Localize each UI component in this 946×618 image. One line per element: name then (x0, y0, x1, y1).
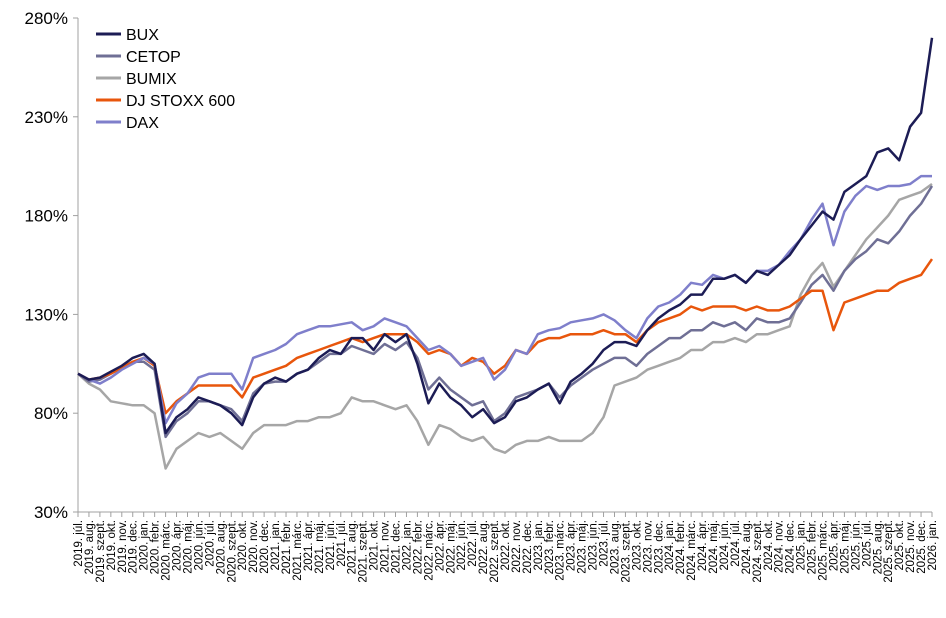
legend-label: DJ STOXX 600 (126, 93, 235, 110)
x-tick-label: 2021. aug. (347, 520, 359, 574)
y-tick-label: 280% (25, 9, 68, 28)
x-tick-label: 2022. jan. (401, 520, 413, 571)
x-tick-label: 2021. okt. (369, 520, 381, 571)
x-tick-label: 2020. nov. (248, 520, 260, 573)
x-tick-label: 2020. szept. (226, 520, 238, 583)
x-tick-label: 2024. ápr. (697, 520, 709, 571)
x-tick-label: 2025. júl. (861, 520, 873, 567)
x-tick-label: 2022. máj. (445, 520, 457, 574)
y-tick-label: 230% (25, 108, 68, 127)
x-tick-label: 2023. febr. (544, 520, 556, 574)
x-tick-label: 2024. febr. (675, 520, 687, 574)
x-tick-label: 2020. máj. (182, 520, 194, 574)
x-tick-label: 2023. dec. (653, 520, 665, 574)
series-line-bumix (77, 182, 933, 470)
x-tick-label: 2023. nov. (642, 520, 654, 573)
x-tick-label: 2025. szept. (883, 520, 895, 583)
x-tick-label: 2020. dec. (259, 520, 271, 574)
x-tick-label: 2025. ápr. (828, 520, 840, 571)
x-tick-label: 2019. júl. (73, 520, 85, 567)
x-tick-label: 2020. jún. (193, 520, 205, 571)
x-tick-label: 2021. szept. (358, 520, 370, 583)
x-tick-label: 2022. jún. (456, 520, 468, 571)
x-tick-label: 2024. jún. (719, 520, 731, 571)
y-tick-label: 80% (34, 404, 68, 423)
x-tick-label: 2024. máj. (708, 520, 720, 574)
x-tick-label: 2023. márc. (555, 520, 567, 581)
x-tick-label: 2022. aug. (478, 520, 490, 574)
x-tick-label: 2021. dec. (391, 520, 403, 574)
x-tick-label: 2025. aug. (872, 520, 884, 574)
x-tick-label: 2021. márc. (292, 520, 304, 581)
x-tick-label: 2022. febr. (412, 520, 424, 574)
x-tick-label: 2024. szept. (752, 520, 764, 583)
x-tick-label: 2025. okt. (894, 520, 906, 571)
x-tick-label: 2022. dec. (522, 520, 534, 574)
x-tick-label: 2020. okt. (237, 520, 249, 571)
x-tick-label: 2024. nov. (774, 520, 786, 573)
x-tick-label: 2022. ápr. (434, 520, 446, 571)
x-tick-label: 2019. okt. (106, 520, 118, 571)
x-tick-label: 2025. jún. (850, 520, 862, 571)
x-tick-label: 2023. okt. (631, 520, 643, 571)
x-tick-label: 2023. jún. (588, 520, 600, 571)
x-tick-label: 2021. nov. (380, 520, 392, 573)
x-tick-label: 2021. jún. (325, 520, 337, 571)
x-tick-label: 2022. júl. (467, 520, 479, 567)
x-tick-label: 2019. aug. (84, 520, 96, 574)
x-tick-label: 2023. aug. (609, 520, 621, 574)
legend-label: CETOP (126, 49, 181, 66)
x-tick-label: 2026. jan. (927, 520, 939, 571)
x-tick-label: 2020. ápr. (172, 520, 184, 571)
x-tick-label: 2021. ápr. (303, 520, 315, 571)
x-tick-label: 2021. júl. (336, 520, 348, 567)
x-tick-label: 2024. márc. (686, 520, 698, 581)
series-line-bux (77, 37, 934, 435)
x-tick-label: 2020. márc. (161, 520, 173, 581)
legend-label: BUMIX (126, 71, 177, 88)
x-tick-label: 2023. júl. (599, 520, 611, 567)
x-tick-label: 2024. aug. (741, 520, 753, 574)
x-tick-label: 2025. nov. (905, 520, 917, 573)
x-tick-label: 2019. dec. (128, 520, 140, 574)
x-tick-label: 2023. jan. (533, 520, 545, 571)
x-tick-label: 2020. júl. (204, 520, 216, 567)
x-tick-label: 2024. jan. (664, 520, 676, 571)
x-tick-label: 2022. nov. (511, 520, 523, 573)
legend-label: BUX (126, 27, 159, 44)
x-tick-label: 2023. szept. (620, 520, 632, 583)
x-tick-label: 2021. máj. (314, 520, 326, 574)
legend-label: DAX (126, 115, 159, 132)
x-tick-label: 2024. okt. (763, 520, 775, 571)
x-tick-label: 2019. szept. (95, 520, 107, 583)
x-tick-label: 2020. jan. (139, 520, 151, 571)
x-tick-label: 2020. aug. (215, 520, 227, 574)
x-tick-label: 2019. nov. (117, 520, 129, 573)
x-tick-label: 2025. dec. (916, 520, 928, 574)
x-tick-label: 2023. ápr. (566, 520, 578, 571)
series-line-dax (77, 174, 932, 425)
y-tick-label: 30% (34, 503, 68, 522)
y-tick-label: 130% (25, 305, 68, 324)
x-tick-label: 2024. dec. (785, 520, 797, 574)
x-tick-label: 2024. júl. (730, 520, 742, 567)
x-tick-label: 2023. máj. (577, 520, 589, 574)
x-tick-label: 2022. okt. (500, 520, 512, 571)
x-tick-label: 2025. máj. (839, 520, 851, 574)
x-tick-label: 2025. márc. (818, 520, 830, 581)
x-tick-label: 2025. jan. (796, 520, 808, 571)
x-tick-label: 2021. febr. (281, 520, 293, 574)
x-tick-label: 2021. jan. (270, 520, 282, 571)
y-tick-label: 180% (25, 207, 68, 226)
x-tick-label: 2020. febr. (150, 520, 162, 574)
x-tick-label: 2022. márc. (423, 520, 435, 581)
x-tick-label: 2022. szept. (489, 520, 501, 583)
series-line-dj-stoxx-600 (77, 258, 934, 415)
x-tick-label: 2025. febr. (807, 520, 819, 574)
